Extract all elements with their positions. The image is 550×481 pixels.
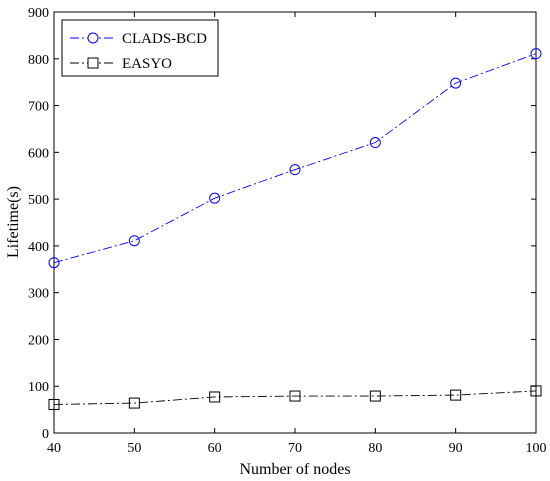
data-point bbox=[128, 235, 140, 247]
x-tick-label: 70 bbox=[288, 441, 302, 456]
plot-area bbox=[53, 11, 537, 434]
legend: CLADS-BCD EASYO bbox=[61, 19, 219, 77]
data-point bbox=[369, 390, 381, 402]
data-point bbox=[209, 391, 221, 403]
y-tick-label: 100 bbox=[28, 380, 49, 395]
y-tick-label: 800 bbox=[28, 53, 49, 68]
data-point bbox=[48, 398, 60, 410]
x-tick-label: 90 bbox=[449, 441, 463, 456]
y-tick-label: 700 bbox=[28, 100, 49, 115]
legend-marker bbox=[87, 57, 99, 69]
data-point bbox=[48, 257, 60, 269]
x-tick-label: 100 bbox=[526, 441, 547, 456]
y-tick-label: 0 bbox=[42, 427, 49, 442]
data-point bbox=[450, 389, 462, 401]
legend-marker bbox=[87, 32, 99, 44]
data-point bbox=[450, 77, 462, 89]
series-line-1 bbox=[53, 390, 537, 405]
x-tick-label: 60 bbox=[208, 441, 222, 456]
series-line-0 bbox=[53, 53, 537, 264]
legend-label: EASYO bbox=[122, 56, 172, 72]
y-tick-label: 200 bbox=[28, 333, 49, 348]
axis-ticks: 40 50 60 70 80 90 100 0 100 200 300 400 500 600 700 800… bbox=[28, 6, 547, 456]
x-axis-label: Number of nodes bbox=[239, 461, 350, 478]
y-tick-label: 600 bbox=[28, 146, 49, 161]
legend-label: CLADS-BCD bbox=[122, 31, 207, 47]
data-point bbox=[369, 137, 381, 149]
data-point bbox=[530, 385, 542, 397]
series-layer bbox=[48, 48, 542, 410]
data-point bbox=[209, 192, 221, 204]
x-tick-label: 80 bbox=[368, 441, 382, 456]
data-point bbox=[289, 390, 301, 402]
data-point bbox=[289, 164, 301, 176]
data-point bbox=[530, 48, 542, 60]
y-tick-label: 500 bbox=[28, 193, 49, 208]
y-tick-label: 900 bbox=[28, 6, 49, 21]
x-tick-label: 50 bbox=[127, 441, 141, 456]
y-tick-label: 300 bbox=[28, 287, 49, 302]
y-axis-label: Lifetime(s) bbox=[5, 186, 22, 258]
y-tick-label: 400 bbox=[28, 240, 49, 255]
x-tick-label: 40 bbox=[47, 441, 61, 456]
data-point bbox=[128, 397, 140, 409]
